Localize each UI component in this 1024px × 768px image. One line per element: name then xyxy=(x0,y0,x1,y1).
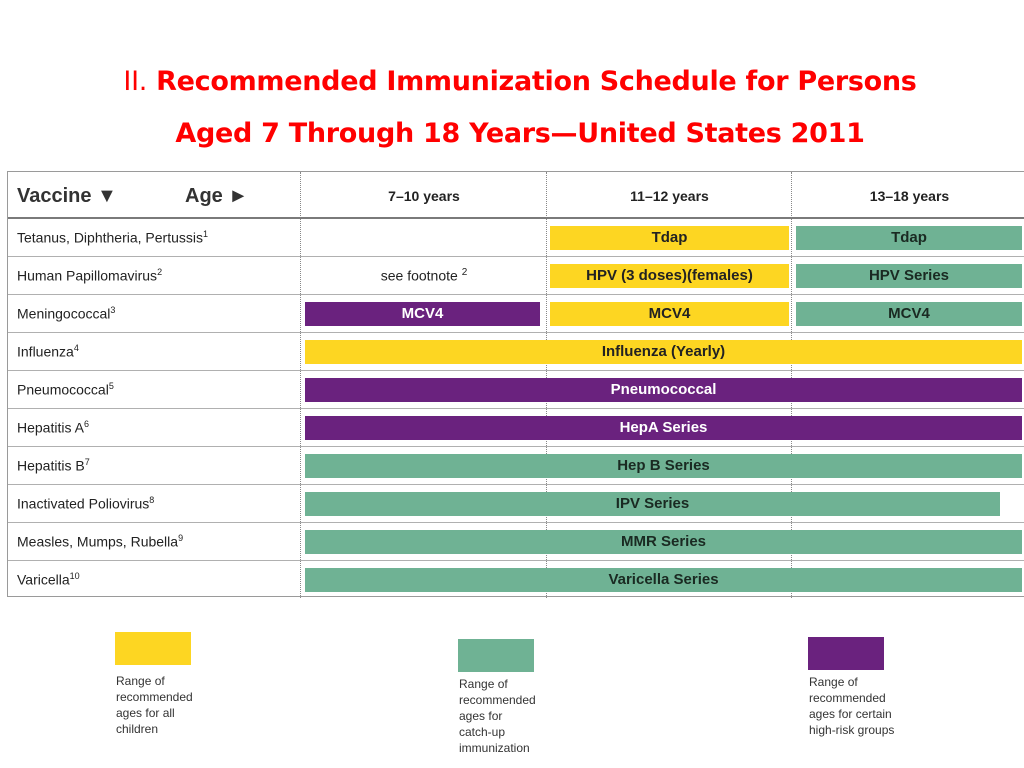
vaccine-name: Tetanus, Diphtheria, Pertussis1 xyxy=(17,229,208,246)
title-line-1-text: Recommended Immunization Schedule for Pe… xyxy=(156,66,917,97)
bar-all-ages: HepA Series xyxy=(305,416,1022,440)
vaccine-name: Varicella10 xyxy=(17,571,80,588)
table-row: Measles, Mumps, Rubella9 MMR Series xyxy=(8,523,1024,561)
page-title: II. Recommended Immunization Schedule fo… xyxy=(0,56,1024,160)
bar-all-ages: IPV Series xyxy=(305,492,1000,516)
vaccine-name: Influenza4 xyxy=(17,343,79,360)
bar-13-18: MCV4 xyxy=(796,302,1022,326)
schedule-table: Vaccine ▼ Age ► 7–10 years 11–12 years 1… xyxy=(7,171,1024,599)
legend-swatch-purple xyxy=(808,637,884,670)
title-line-2: Aged 7 Through 18 Years—United States 20… xyxy=(175,118,865,149)
table-header: Vaccine ▼ Age ► 7–10 years 11–12 years 1… xyxy=(8,172,1024,219)
vaccine-name: Human Papillomavirus2 xyxy=(17,267,163,284)
bar-all-ages: MMR Series xyxy=(305,530,1022,554)
bar-all-ages: Influenza (Yearly) xyxy=(305,340,1022,364)
legend-text-purple: Range of recommended ages for certain hi… xyxy=(809,675,895,737)
vaccine-name: Pneumococcal5 xyxy=(17,381,114,398)
table-row: Hepatitis B7 Hep B Series xyxy=(8,447,1024,485)
table-row: Meningococcal3 MCV4 MCV4 MCV4 xyxy=(8,295,1024,333)
bar-11-12: HPV (3 doses)(females) xyxy=(550,264,789,288)
table-row: Tetanus, Diphtheria, Pertussis1 Tdap Tda… xyxy=(8,219,1024,257)
vaccine-name: Hepatitis B7 xyxy=(17,457,90,474)
vaccine-name: Inactivated Poliovirus8 xyxy=(17,495,155,512)
table-row: Influenza4 Influenza (Yearly) xyxy=(8,333,1024,371)
title-line-1: II. Recommended Immunization Schedule fo… xyxy=(0,56,1024,108)
vaccine-name: Measles, Mumps, Rubella9 xyxy=(17,533,184,550)
age-header: Age ► xyxy=(185,185,249,207)
column-divider xyxy=(300,172,301,598)
bar-13-18: Tdap xyxy=(796,226,1022,250)
vaccine-header: Vaccine ▼ xyxy=(17,185,117,207)
legend-swatch-yellow xyxy=(115,632,191,665)
see-footnote-text: see footnote 2 xyxy=(380,267,468,284)
legend-text-yellow: Range of recommended ages for all childr… xyxy=(116,674,193,736)
vaccine-name: Hepatitis A6 xyxy=(17,419,89,436)
col-header-11-12: 11–12 years xyxy=(630,188,709,204)
table-row: Inactivated Poliovirus8 IPV Series xyxy=(8,485,1024,523)
table-row: Varicella10 Varicella Series xyxy=(8,561,1024,599)
legend-swatch-green xyxy=(458,639,534,672)
bar-all-ages: Varicella Series xyxy=(305,568,1022,592)
bar-11-12: MCV4 xyxy=(550,302,789,326)
bar-13-18: HPV Series xyxy=(796,264,1022,288)
bar-all-ages: Pneumococcal xyxy=(305,378,1022,402)
col-header-7-10: 7–10 years xyxy=(388,188,460,204)
bar-11-12: Tdap xyxy=(550,226,789,250)
vaccine-name: Meningococcal3 xyxy=(17,305,116,322)
legend-text-green: Range of recommended ages for catch-up i… xyxy=(459,677,536,755)
table-row: Human Papillomavirus2 see footnote 2 HPV… xyxy=(8,257,1024,295)
table-row: Hepatitis A6 HepA Series xyxy=(8,409,1024,447)
bar-7-10: MCV4 xyxy=(305,302,540,326)
col-header-13-18: 13–18 years xyxy=(869,188,950,204)
bar-all-ages: Hep B Series xyxy=(305,454,1022,478)
title-prefix: II. xyxy=(123,66,148,97)
table-row: Pneumococcal5 Pneumococcal xyxy=(8,371,1024,409)
